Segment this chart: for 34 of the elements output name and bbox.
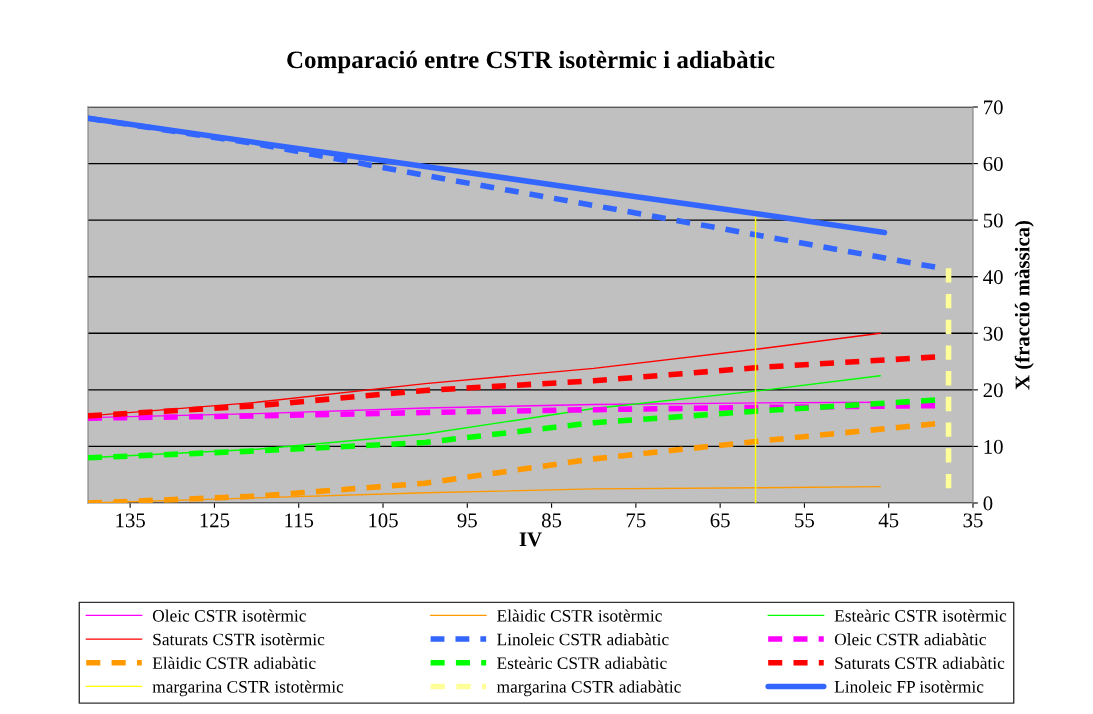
y-tick-label: 30 (983, 326, 1003, 341)
x-tick-label: 45 (878, 513, 899, 528)
x-tick-label: 65 (710, 513, 730, 528)
x-tick-label: 125 (200, 513, 230, 528)
legend-label: Oleic CSTR adiabàtic (834, 633, 986, 646)
x-tick-label: 115 (285, 513, 314, 528)
legend-label: margarina CSTR istotèrmic (152, 680, 344, 697)
legend-label: Saturats CSTR adiabàtic (835, 656, 1005, 669)
x-tick-label: 135 (116, 513, 145, 528)
y-tick-label: 40 (983, 270, 1003, 285)
x-tick-label: 95 (457, 513, 477, 528)
legend-label: margarina CSTR adiabàtic (496, 680, 681, 697)
legend-label: Elàidic CSTR isotèrmic (497, 609, 662, 622)
legend-label: Elàidic CSTR adiabàtic (152, 656, 316, 669)
x-tick-label: 35 (963, 513, 983, 528)
legend-label: Oleic CSTR isotèrmic (152, 609, 306, 622)
x-tick-label: 55 (795, 513, 815, 528)
y-tick-label: 60 (983, 156, 1003, 171)
x-axis-title: IV (519, 532, 542, 547)
chart-title: Comparació entre CSTR isotèrmic i adiabàtic (287, 50, 775, 74)
x-tick-label: 85 (541, 513, 562, 528)
legend-label: Esteàric CSTR isotèrmic (834, 609, 1007, 622)
legend-label: Linoleic FP isotèrmic (834, 680, 984, 693)
x-tick-label: 75 (626, 513, 646, 528)
y-tick-label: 0 (983, 496, 993, 511)
y-tick-label: 50 (983, 213, 1003, 228)
y-tick-label: 20 (983, 383, 1003, 398)
y-tick-label: 10 (984, 439, 1003, 454)
legend-label: Esteàric CSTR adiabàtic (497, 656, 667, 669)
legend-label: Saturats CSTR isotèrmic (153, 633, 325, 646)
x-tick-label: 105 (369, 513, 398, 528)
legend-label: Linoleic CSTR adiabàtic (497, 633, 669, 646)
y-tick-label: 70 (984, 100, 1003, 115)
y-axis-title: X (fracció màssica) (1014, 220, 1034, 390)
